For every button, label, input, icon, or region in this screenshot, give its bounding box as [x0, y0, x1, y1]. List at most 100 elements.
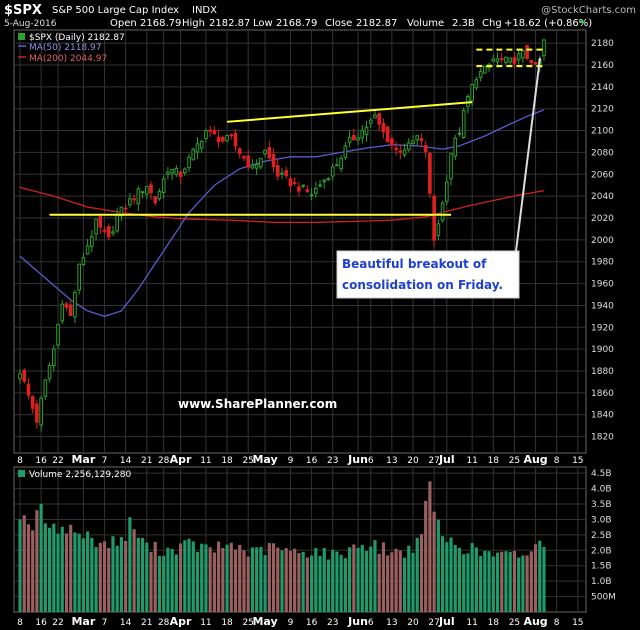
- volume-bar: [331, 549, 335, 612]
- candle-body: [415, 135, 420, 141]
- candle-body: [132, 198, 136, 201]
- volume-bar: [174, 554, 178, 612]
- candle-body: [237, 148, 242, 155]
- volume-bar: [364, 550, 369, 612]
- candle-body: [292, 181, 297, 184]
- x-tick-label: 22: [52, 456, 63, 466]
- candle-body: [259, 158, 263, 168]
- candle-body: [242, 156, 246, 159]
- x-tick-label: Aug: [523, 453, 547, 466]
- x-tick-label: 9: [288, 456, 294, 466]
- volume-tick-label: 2.5B: [591, 531, 612, 541]
- volume-bar: [255, 547, 259, 612]
- volume-axis: 4.5B 4.0B 3.5B 3.0B 2.5B 2.0B 1.5B 1.0B 500M: [591, 469, 616, 602]
- symbol: $SPX: [4, 3, 42, 18]
- volume-bar: [280, 550, 284, 612]
- volume-bar: [35, 510, 39, 612]
- candle-body: [140, 191, 145, 194]
- volume-bar: [339, 554, 343, 612]
- candle-body: [364, 126, 369, 136]
- candle-body: [250, 164, 255, 169]
- candle-body: [512, 57, 517, 64]
- volume-bar: [208, 547, 212, 612]
- candle-body: [432, 195, 436, 241]
- volume-bar: [377, 553, 381, 612]
- volume-bar: [369, 546, 373, 612]
- volume-bar: [500, 551, 504, 612]
- volume-bar: [508, 551, 512, 612]
- volume-bar: [170, 548, 174, 612]
- volume-bar: [432, 511, 436, 612]
- volume-tick-label: 4.5B: [591, 469, 612, 479]
- volume-bar: [424, 501, 428, 612]
- x-tick-label: 14: [120, 456, 132, 466]
- price-grid: [14, 30, 586, 453]
- volume-bar: [487, 551, 491, 612]
- candle-body: [275, 165, 280, 177]
- x-tick-label-bottom: Aug: [523, 615, 547, 628]
- volume-bar: [107, 547, 111, 612]
- price-panel: [13, 29, 587, 454]
- index-name: S&P 500 Large Cap Index: [52, 5, 179, 16]
- chg-value: +18.62 (+0.86%): [504, 18, 592, 29]
- volume-value: 2.3B: [452, 18, 475, 29]
- price-tick-label: 2160: [591, 61, 614, 71]
- x-tick-label: 18: [488, 456, 500, 466]
- x-tick-label-bottom: Apr: [170, 615, 192, 628]
- volume-bar: [145, 542, 149, 612]
- volume-bar: [246, 556, 250, 612]
- volume-bar: [217, 541, 221, 612]
- volume-bar: [77, 533, 81, 612]
- x-tick-label-bottom: May: [252, 615, 277, 628]
- x-tick-label-bottom: 14: [120, 618, 132, 628]
- x-tick-label: May: [252, 453, 277, 466]
- x-tick-label-bottom: 8: [554, 618, 560, 628]
- candle-body: [402, 149, 407, 156]
- candle-body: [305, 189, 310, 192]
- candle-body: [81, 257, 86, 266]
- candle-body: [356, 137, 360, 141]
- candle-body: [280, 172, 284, 175]
- volume-bar: [483, 550, 487, 612]
- x-tick-label: 11: [466, 456, 477, 466]
- candle-body: [352, 134, 356, 141]
- high-label: High: [182, 18, 205, 29]
- volume-bar: [86, 531, 90, 612]
- volume-bar: [538, 540, 542, 612]
- x-tick-label: 8: [17, 456, 23, 466]
- open-label: Open: [110, 18, 137, 29]
- candle-body: [153, 196, 158, 204]
- x-tick-label-bottom: 16: [35, 618, 47, 628]
- candle-body: [60, 303, 65, 322]
- volume-bar: [64, 533, 69, 612]
- candle-body: [495, 58, 500, 63]
- x-tick-label-bottom: Jun: [347, 615, 368, 628]
- volume-bar: [293, 548, 297, 612]
- volume-bar: [200, 543, 204, 612]
- volume-bar: [221, 548, 225, 612]
- x-tick-label-bottom: 23: [327, 618, 338, 628]
- chg-label: Chg: [482, 18, 502, 29]
- candle-body: [225, 135, 229, 142]
- volume-bar: [263, 555, 267, 612]
- x-tick-label-bottom: 27: [428, 618, 439, 628]
- candle-body: [322, 179, 327, 183]
- volume-bar: [381, 542, 386, 612]
- candle-body: [474, 79, 479, 89]
- price-tick-label: 1820: [591, 433, 614, 443]
- callout-line-1: Beautiful breakout of: [342, 257, 487, 271]
- candle-body: [128, 198, 132, 206]
- price-tick-label: 2180: [591, 39, 614, 49]
- volume-bar: [419, 534, 424, 612]
- volume-bar: [119, 537, 124, 612]
- candle-body: [47, 365, 52, 380]
- candle-body: [35, 403, 39, 423]
- up-arrow-icon: [579, 19, 585, 23]
- candle-body: [309, 194, 314, 197]
- ma200-layer: [19, 186, 545, 224]
- x-tick-label-bottom: 8: [17, 618, 23, 628]
- candle-body: [85, 245, 90, 255]
- volume-bar: [457, 547, 462, 612]
- volume-bar: [297, 553, 301, 612]
